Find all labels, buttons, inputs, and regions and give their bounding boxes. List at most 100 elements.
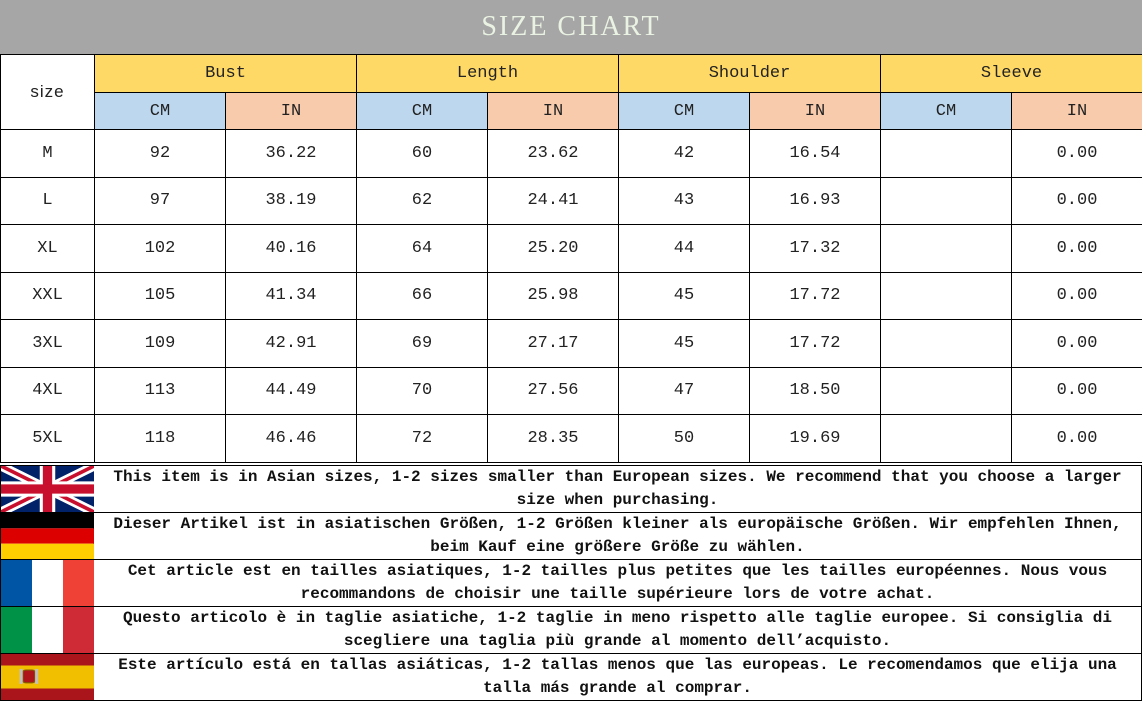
spain-flag-icon (0, 653, 94, 701)
length-in-cell: 27.17 (487, 319, 619, 368)
size-column-header: size (0, 54, 95, 130)
shoulder-in-cell: 16.54 (749, 129, 881, 178)
unit-cm-header: CM (356, 92, 488, 130)
note-row: Dieser Artikel ist in asiatischen Größen… (0, 512, 1142, 560)
bust-in-cell: 42.91 (225, 319, 357, 368)
length-cm-cell: 70 (356, 366, 488, 415)
length-cm-cell: 72 (356, 414, 488, 463)
shoulder-in-cell: 17.72 (749, 271, 881, 320)
note-text: Cet article est en tailles asiatiques, 1… (93, 559, 1142, 607)
sleeve-in-cell: 0.00 (1011, 129, 1142, 178)
note-row: Questo articolo è in taglie asiatiche, 1… (0, 606, 1142, 654)
note-text: Questo articolo è in taglie asiatiche, 1… (93, 606, 1142, 654)
unit-in-header: IN (1011, 92, 1142, 130)
table-row: L 97 38.19 62 24.41 43 16.93 0.00 (0, 176, 1142, 225)
length-cm-cell: 62 (356, 176, 488, 225)
unit-in-header: IN (487, 92, 619, 130)
shoulder-cm-cell: 44 (618, 224, 750, 273)
shoulder-cm-cell: 50 (618, 414, 750, 463)
length-header: Length (356, 54, 619, 93)
unit-in-header: IN (225, 92, 357, 130)
sleeve-cm-cell (880, 224, 1012, 273)
length-cm-cell: 64 (356, 224, 488, 273)
shoulder-in-cell: 16.93 (749, 176, 881, 225)
shoulder-in-cell: 19.69 (749, 414, 881, 463)
table-row: XL 102 40.16 64 25.20 44 17.32 0.00 (0, 224, 1142, 273)
bust-cm-cell: 92 (94, 129, 226, 178)
shoulder-in-cell: 18.50 (749, 366, 881, 415)
bust-cm-cell: 102 (94, 224, 226, 273)
sleeve-in-cell: 0.00 (1011, 176, 1142, 225)
sleeve-cm-cell (880, 176, 1012, 225)
length-cm-cell: 60 (356, 129, 488, 178)
size-cell: XL (0, 224, 95, 273)
shoulder-cm-cell: 43 (618, 176, 750, 225)
size-cell: M (0, 129, 95, 178)
bust-in-cell: 36.22 (225, 129, 357, 178)
length-cm-cell: 66 (356, 271, 488, 320)
shoulder-cm-cell: 45 (618, 271, 750, 320)
germany-flag-icon (0, 512, 94, 560)
unit-cm-header: CM (94, 92, 226, 130)
bust-cm-cell: 109 (94, 319, 226, 368)
unit-cm-header: CM (618, 92, 750, 130)
bust-in-cell: 41.34 (225, 271, 357, 320)
bust-cm-cell: 105 (94, 271, 226, 320)
note-text: Dieser Artikel ist in asiatischen Größen… (93, 512, 1142, 560)
bust-cm-cell: 97 (94, 176, 226, 225)
size-cell: 3XL (0, 319, 95, 368)
shoulder-in-cell: 17.72 (749, 319, 881, 368)
length-in-cell: 24.41 (487, 176, 619, 225)
shoulder-cm-cell: 47 (618, 366, 750, 415)
length-in-cell: 28.35 (487, 414, 619, 463)
sleeve-in-cell: 0.00 (1011, 366, 1142, 415)
sleeve-cm-cell (880, 129, 1012, 178)
table-row: 3XL 109 42.91 69 27.17 45 17.72 0.00 (0, 319, 1142, 368)
length-in-cell: 23.62 (487, 129, 619, 178)
shoulder-in-cell: 17.32 (749, 224, 881, 273)
size-cell: XXL (0, 271, 95, 320)
bust-in-cell: 38.19 (225, 176, 357, 225)
sleeve-cm-cell (880, 414, 1012, 463)
table-row: M 92 36.22 60 23.62 42 16.54 0.00 (0, 129, 1142, 178)
size-cell: 4XL (0, 366, 95, 415)
sleeve-header: Sleeve (880, 54, 1142, 93)
shoulder-header: Shoulder (618, 54, 881, 93)
bust-in-cell: 40.16 (225, 224, 357, 273)
size-cell: L (0, 176, 95, 225)
sleeve-in-cell: 0.00 (1011, 271, 1142, 320)
size-rows: M 92 36.22 60 23.62 42 16.54 0.00 L 97 3… (0, 129, 1142, 463)
length-in-cell: 25.20 (487, 224, 619, 273)
bust-cm-cell: 118 (94, 414, 226, 463)
france-flag-icon (0, 559, 94, 607)
table-row: 4XL 113 44.49 70 27.56 47 18.50 0.00 (0, 366, 1142, 415)
sleeve-cm-cell (880, 319, 1012, 368)
italy-flag-icon (0, 606, 94, 654)
sleeve-cm-cell (880, 366, 1012, 415)
bust-cm-cell: 113 (94, 366, 226, 415)
note-rows: This item is in Asian sizes, 1-2 sizes s… (0, 465, 1142, 701)
note-text: This item is in Asian sizes, 1-2 sizes s… (93, 465, 1142, 513)
size-notes: This item is in Asian sizes, 1-2 sizes s… (0, 465, 1142, 701)
length-in-cell: 25.98 (487, 271, 619, 320)
note-row: This item is in Asian sizes, 1-2 sizes s… (0, 465, 1142, 513)
size-cell: 5XL (0, 414, 95, 463)
note-text: Este artículo está en tallas asiáticas, … (93, 653, 1142, 701)
shoulder-cm-cell: 45 (618, 319, 750, 368)
table-row: 5XL 118 46.46 72 28.35 50 19.69 0.00 (0, 414, 1142, 463)
table-row: XXL 105 41.34 66 25.98 45 17.72 0.00 (0, 271, 1142, 320)
note-row: Este artículo está en tallas asiáticas, … (0, 653, 1142, 701)
bust-in-cell: 44.49 (225, 366, 357, 415)
length-in-cell: 27.56 (487, 366, 619, 415)
unit-cm-header: CM (880, 92, 1012, 130)
sleeve-cm-cell (880, 271, 1012, 320)
length-cm-cell: 69 (356, 319, 488, 368)
unit-in-header: IN (749, 92, 881, 130)
chart-title: SIZE CHART (0, 0, 1142, 54)
bust-in-cell: 46.46 (225, 414, 357, 463)
group-header-row: size Bust Length Shoulder Sleeve (0, 54, 1142, 130)
sleeve-in-cell: 0.00 (1011, 319, 1142, 368)
unit-header-row: CM IN CM IN CM IN CM IN (1, 92, 1142, 130)
note-row: Cet article est en tailles asiatiques, 1… (0, 559, 1142, 607)
